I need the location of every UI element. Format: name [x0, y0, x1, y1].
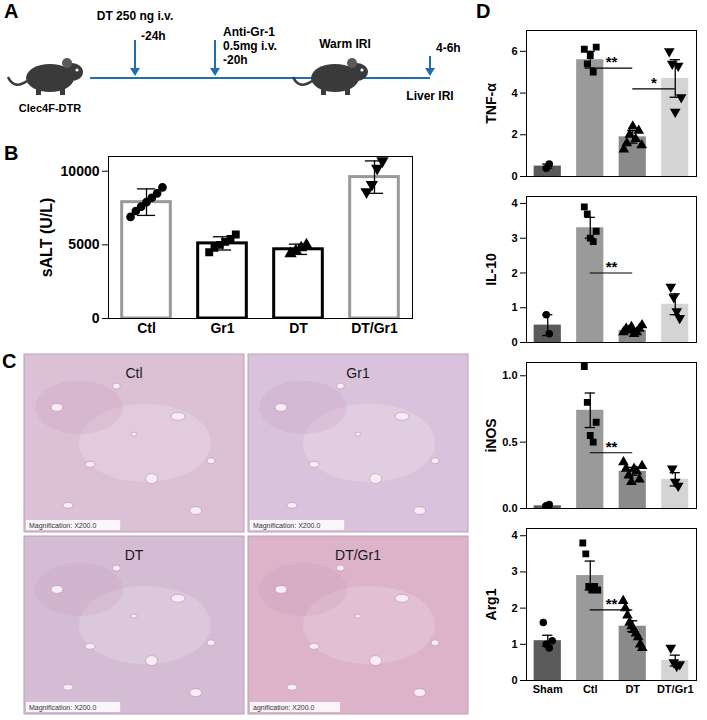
svg-text:0: 0	[92, 310, 100, 326]
svg-text:Gr1: Gr1	[346, 365, 370, 381]
svg-text:10000: 10000	[61, 163, 100, 179]
svg-text:3: 3	[511, 565, 517, 577]
svg-text:1: 1	[511, 301, 517, 313]
svg-text:2: 2	[511, 266, 517, 278]
svg-text:agnification: X200.0: agnification: X200.0	[253, 704, 315, 712]
svg-text:1.0: 1.0	[502, 369, 517, 381]
svg-text:*: *	[651, 74, 657, 91]
svg-text:-20h: -20h	[223, 53, 248, 67]
svg-text:0.5mg i.v.: 0.5mg i.v.	[223, 39, 277, 53]
svg-text:Ctl: Ctl	[583, 683, 598, 695]
svg-text:Arg1: Arg1	[483, 588, 499, 620]
svg-text:0: 0	[511, 336, 517, 348]
svg-text:2: 2	[511, 602, 517, 614]
svg-text:2: 2	[511, 128, 517, 140]
svg-text:Liver IRI: Liver IRI	[406, 89, 453, 103]
svg-text:4-6h: 4-6h	[436, 41, 461, 55]
svg-text:0: 0	[511, 170, 517, 182]
svg-text:0.5: 0.5	[502, 436, 517, 448]
svg-text:**: **	[606, 258, 618, 275]
svg-text:Sham: Sham	[533, 683, 563, 695]
html-text:D: D	[476, 0, 491, 22]
svg-text:-24h: -24h	[141, 29, 166, 43]
html-text:A: A	[4, 0, 19, 22]
svg-text:Anti-Gr-1: Anti-Gr-1	[223, 25, 275, 39]
svg-text:4: 4	[511, 529, 518, 541]
svg-text:DT/Gr1: DT/Gr1	[335, 547, 381, 563]
svg-text:**: **	[606, 53, 618, 70]
svg-text:1: 1	[511, 638, 517, 650]
svg-text:4: 4	[511, 197, 518, 209]
svg-text:DT: DT	[625, 683, 640, 695]
svg-text:Ctl: Ctl	[125, 365, 142, 381]
svg-text:Magnification: X200.0: Magnification: X200.0	[29, 704, 96, 712]
svg-text:TNF-α: TNF-α	[483, 83, 499, 124]
svg-text:DT 250 ng i.v.: DT 250 ng i.v.	[97, 9, 173, 23]
svg-text:DT/Gr1: DT/Gr1	[657, 683, 694, 695]
svg-text:Ctl: Ctl	[137, 320, 156, 336]
svg-text:5000: 5000	[68, 236, 99, 252]
svg-text:6: 6	[511, 45, 517, 57]
svg-text:DT: DT	[125, 547, 144, 563]
svg-text:4: 4	[511, 87, 518, 99]
svg-text:DT/Gr1: DT/Gr1	[351, 320, 398, 336]
svg-text:DT: DT	[289, 320, 308, 336]
svg-text:sALT (U/L): sALT (U/L)	[38, 198, 55, 278]
html-text:B: B	[4, 142, 19, 164]
svg-text:iNOS: iNOS	[483, 418, 499, 452]
svg-text:0: 0	[511, 674, 517, 686]
svg-text:Gr1: Gr1	[210, 320, 234, 336]
svg-text:3: 3	[511, 232, 517, 244]
svg-text:0.0: 0.0	[502, 502, 517, 514]
svg-text:Warm IRI: Warm IRI	[319, 37, 371, 51]
svg-text:**: **	[606, 595, 618, 612]
svg-text:IL-10: IL-10	[483, 253, 499, 286]
html-text:C: C	[2, 350, 17, 372]
svg-text:Magnification: X200.0: Magnification: X200.0	[253, 522, 320, 530]
svg-text:**: **	[606, 438, 618, 455]
svg-text:Clec4F-DTR: Clec4F-DTR	[19, 102, 81, 114]
svg-text:Magnification: X200.0: Magnification: X200.0	[29, 522, 96, 530]
